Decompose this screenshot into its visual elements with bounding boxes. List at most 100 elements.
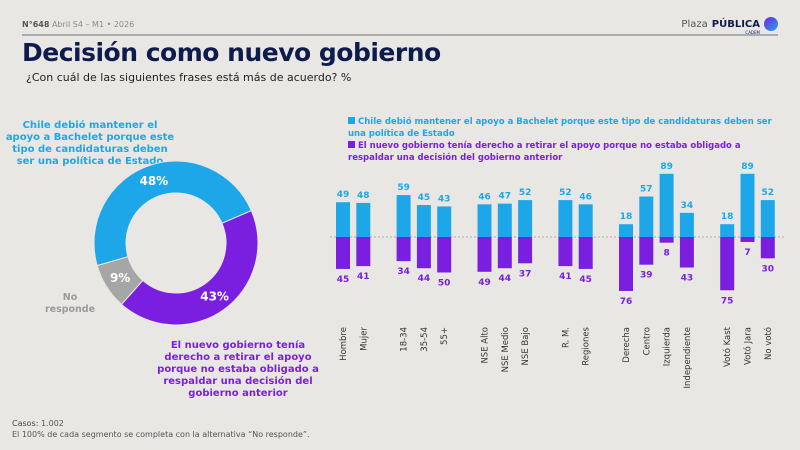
footer: Casos: 1.002 El 100% de cada segmento se … xyxy=(12,419,310,439)
logo: Plaza PÚBLICA CADEM xyxy=(681,17,778,35)
bar-value-retirar: 39 xyxy=(640,271,653,281)
bar-mantener xyxy=(356,202,371,237)
bar-value-retirar: 44 xyxy=(499,274,512,284)
category-label: Izquierda xyxy=(663,327,673,366)
donut-value-label: 48% xyxy=(139,174,168,188)
bar-value-mantener: 57 xyxy=(640,185,653,195)
bar-value-retirar: 7 xyxy=(744,248,750,258)
divider xyxy=(22,34,778,36)
category-label: R. M. xyxy=(561,327,571,348)
bar-mantener xyxy=(619,224,633,237)
category-label: NSE Alto xyxy=(481,327,491,364)
bar-mantener xyxy=(760,200,775,237)
category-label: Regiones xyxy=(582,326,592,365)
bar-value-mantener: 18 xyxy=(721,212,734,222)
bar-value-retirar: 44 xyxy=(418,274,431,284)
bar-value-retirar: 45 xyxy=(579,275,592,285)
bar-value-mantener: 59 xyxy=(397,183,410,193)
category-label: 35-54 xyxy=(420,327,430,352)
bar-value-mantener: 49 xyxy=(337,190,350,200)
category-label: Votó Jara xyxy=(743,327,754,365)
bar-retirar xyxy=(558,237,573,267)
bar-retirar xyxy=(720,237,735,291)
category-label: No votó xyxy=(763,327,774,360)
category-label: Hombre xyxy=(339,327,349,361)
category-label: NSE Bajo xyxy=(521,327,531,365)
bar-mantener xyxy=(720,224,735,237)
bar-value-retirar: 50 xyxy=(438,279,451,289)
category-label: 55+ xyxy=(440,327,450,345)
bar-value-retirar: 37 xyxy=(519,269,532,279)
bar-retirar xyxy=(497,237,512,269)
donut-label-no-responde: No responde xyxy=(44,292,96,315)
bar-mantener xyxy=(416,205,431,237)
bar-value-retirar: 34 xyxy=(397,267,410,277)
logo-icon xyxy=(764,17,778,31)
donut-value-label: 43% xyxy=(200,290,229,304)
bar-value-retirar: 30 xyxy=(762,264,775,274)
bar-value-mantener: 89 xyxy=(741,162,754,172)
category-label: Mujer xyxy=(359,327,369,351)
bar-value-mantener: 34 xyxy=(681,201,694,211)
donut-slice xyxy=(93,160,253,267)
page-subtitle: ¿Con cuál de las siguientes frases está … xyxy=(26,71,352,84)
bar-mantener xyxy=(437,206,452,237)
bar-retirar xyxy=(639,237,654,265)
bar-retirar xyxy=(396,237,411,262)
bar-value-mantener: 46 xyxy=(478,192,491,202)
donut-label-retirar: El nuevo gobierno tenía derecho a retira… xyxy=(157,340,319,399)
bar-retirar xyxy=(518,237,533,264)
legend-item-mantener: Chile debió mantener el apoyo a Bachelet… xyxy=(348,117,772,139)
bar-mantener xyxy=(558,200,573,237)
donut-slice xyxy=(120,210,259,326)
donut-label-mantener: Chile debió mantener el apoyo a Bachelet… xyxy=(5,120,175,167)
bar-mantener xyxy=(740,173,755,237)
page-title: Decisión como nuevo gobierno xyxy=(22,38,441,67)
legend-item-retirar: El nuevo gobierno tenía derecho a retira… xyxy=(348,141,741,163)
bar-retirar xyxy=(416,237,431,269)
bar-value-retirar: 49 xyxy=(478,278,491,288)
bar-mantener xyxy=(639,196,654,237)
issue-info: N°648 Abril S4 – M1 • 2026 xyxy=(22,20,135,29)
bar-value-retirar: 45 xyxy=(337,275,350,285)
bar-retirar xyxy=(336,237,350,269)
bar-value-mantener: 18 xyxy=(620,212,633,222)
bar-mantener xyxy=(679,212,694,237)
bar-retirar xyxy=(619,237,633,291)
bar-value-mantener: 48 xyxy=(357,191,370,201)
bar-mantener xyxy=(497,203,512,237)
bar-mantener xyxy=(659,173,674,237)
category-label: NSE Medio xyxy=(501,327,511,372)
bar-value-mantener: 45 xyxy=(418,193,431,203)
bar-retirar xyxy=(679,237,694,268)
donut-value-label: 9% xyxy=(110,271,130,285)
category-label: Independiente xyxy=(683,327,693,388)
category-label: Centro xyxy=(642,327,652,355)
donut-slice xyxy=(96,256,144,306)
category-label: Votó Kast xyxy=(722,326,733,367)
bar-retirar xyxy=(477,237,492,272)
bar-value-retirar: 76 xyxy=(620,297,633,307)
bar-value-retirar: 75 xyxy=(721,296,734,306)
bar-value-retirar: 41 xyxy=(357,272,370,282)
bar-value-mantener: 89 xyxy=(660,162,673,172)
category-label: Derecha xyxy=(622,327,632,363)
bar-value-mantener: 52 xyxy=(762,188,775,198)
bar-mantener xyxy=(396,195,411,237)
bar-mantener xyxy=(477,204,492,237)
bar-value-mantener: 52 xyxy=(559,188,572,198)
bar-retirar xyxy=(578,237,593,269)
bar-value-mantener: 47 xyxy=(499,192,512,202)
bar-value-retirar: 8 xyxy=(663,249,669,259)
bar-value-mantener: 52 xyxy=(519,188,532,198)
bar-value-retirar: 43 xyxy=(681,274,694,284)
bar-retirar xyxy=(740,237,755,242)
category-label: 18-34 xyxy=(400,327,410,352)
bar-retirar xyxy=(437,237,452,273)
bar-value-retirar: 41 xyxy=(559,272,572,282)
bar-value-mantener: 43 xyxy=(438,194,451,204)
bar-retirar xyxy=(760,237,775,259)
bar-retirar xyxy=(356,237,371,267)
bar-mantener xyxy=(578,204,593,237)
